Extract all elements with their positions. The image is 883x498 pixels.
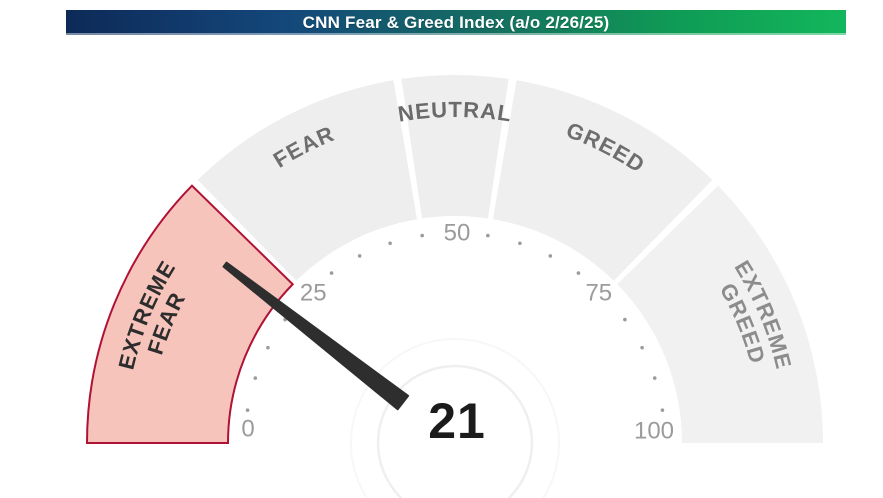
tick-dot bbox=[486, 233, 490, 238]
segment-extreme-greed bbox=[617, 185, 823, 443]
segment-greed bbox=[492, 80, 713, 281]
segment-label: NEUTRAL bbox=[396, 97, 514, 127]
tick-dot bbox=[253, 376, 258, 380]
tick-dot bbox=[245, 408, 250, 412]
tick-dot bbox=[548, 254, 553, 258]
axis-label-0: 0 bbox=[241, 416, 254, 443]
tick-dot bbox=[329, 271, 334, 275]
gauge-value-number: 21 bbox=[428, 393, 486, 449]
tick-dot bbox=[623, 317, 627, 322]
gauge-needle bbox=[222, 261, 410, 411]
tick-dot bbox=[420, 233, 424, 238]
axis-label-25: 25 bbox=[300, 280, 327, 307]
tick-dot bbox=[518, 241, 522, 246]
axis-label-75: 75 bbox=[585, 280, 612, 307]
center-ring-inner bbox=[376, 364, 534, 498]
center-ring-outer bbox=[350, 338, 560, 498]
segment-neutral bbox=[401, 75, 509, 219]
tick-dot bbox=[388, 241, 392, 246]
segment-extreme-fear bbox=[85, 184, 295, 444]
axis-label-50: 50 bbox=[444, 220, 471, 247]
tick-dot bbox=[640, 345, 644, 350]
tick-dot bbox=[576, 271, 581, 275]
title-banner: CNN Fear & Greed Index (a/o 2/26/25) bbox=[66, 10, 846, 35]
axis-label-100: 100 bbox=[634, 418, 674, 445]
tick-dot bbox=[652, 376, 657, 380]
chart-title: CNN Fear & Greed Index (a/o 2/26/25) bbox=[302, 13, 610, 32]
tick-dot bbox=[357, 254, 362, 258]
segment-fear bbox=[197, 80, 418, 281]
tick-dot bbox=[266, 345, 270, 350]
tick-dot bbox=[660, 408, 665, 412]
